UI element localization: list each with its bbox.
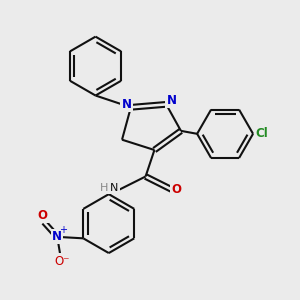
Text: O: O	[172, 183, 182, 196]
Text: N: N	[167, 94, 176, 107]
Text: N: N	[110, 183, 118, 193]
Text: N: N	[122, 98, 131, 111]
Text: +: +	[59, 225, 67, 236]
Text: O: O	[38, 209, 47, 222]
Text: Cl: Cl	[255, 127, 268, 140]
Text: H: H	[100, 183, 108, 193]
Text: HN: HN	[103, 183, 119, 193]
Text: N: N	[52, 230, 62, 243]
Text: O⁻: O⁻	[54, 254, 69, 268]
